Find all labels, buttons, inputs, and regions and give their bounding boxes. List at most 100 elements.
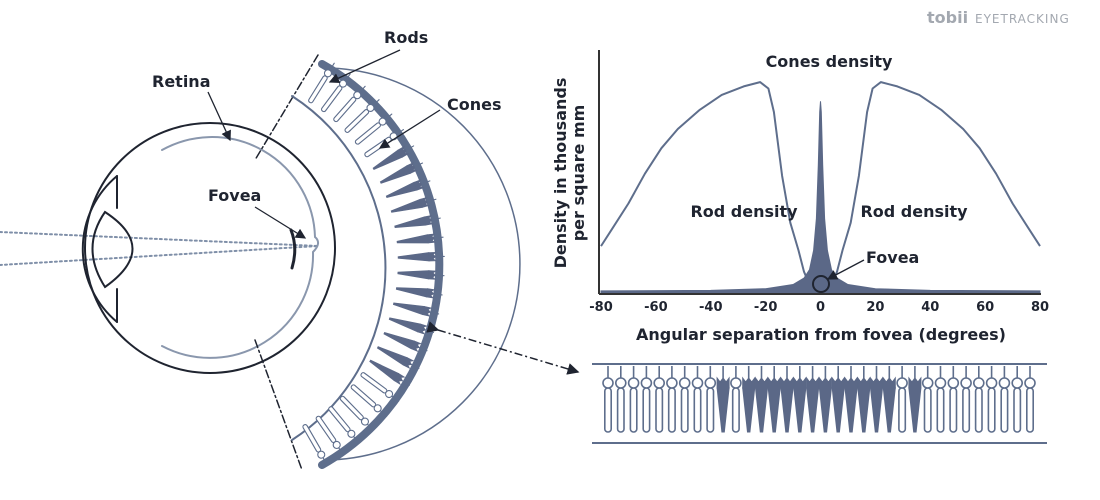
x-tick-label: -20 [754, 300, 778, 315]
connector-arrow [426, 321, 580, 375]
rod-cell [360, 372, 400, 402]
cone-cell [376, 346, 420, 370]
cone-cell [818, 366, 832, 433]
cone-cell [716, 366, 730, 433]
fovea-bracket [289, 228, 297, 270]
x-tick-label: 20 [866, 300, 884, 315]
cone-density-area [600, 101, 1041, 294]
rod-density-left-label: Rod density [690, 202, 798, 221]
cone-cell [369, 359, 411, 386]
rod-cell [921, 366, 934, 433]
x-tick-label: -60 [644, 300, 668, 315]
x-tick-label: -40 [699, 300, 723, 315]
cone-cell [397, 270, 445, 280]
x-tick-label: 80 [1031, 300, 1049, 315]
rod-cell [640, 366, 653, 433]
cornea [81, 175, 118, 323]
rods-pointer [328, 49, 401, 83]
cone-cell [754, 366, 769, 433]
light-ray-lower [0, 245, 319, 266]
eye-annotations: Rods Retina Cones Fovea [152, 28, 502, 239]
rod-cell [339, 395, 374, 431]
cone-cell [793, 366, 807, 433]
chart-title: Cones density [766, 52, 893, 71]
rod-cell [302, 424, 328, 466]
rod-cell [333, 85, 366, 123]
rod-cell [998, 366, 1011, 433]
cone-cell [385, 179, 431, 199]
rods-label: Rods [384, 28, 428, 47]
logo-mark: tobii [927, 8, 968, 27]
brand-logo: tobii EYETRACKING [927, 8, 1069, 27]
rod-cell [691, 366, 704, 433]
density-chart: -80 -60 -40 -20 0 20 40 60 80 Cones density Rod … [551, 50, 1049, 344]
cone-cell [767, 366, 781, 433]
strip-receptor-row [602, 366, 1036, 433]
rod-cell [627, 366, 640, 433]
eye-diagram [0, 54, 521, 471]
cone-cell [831, 366, 845, 433]
fovea-marker-circle [812, 275, 830, 293]
rod-cell [972, 366, 985, 433]
cone-cell [806, 366, 820, 433]
cone-cell [742, 366, 756, 433]
receptor-band-mid [291, 95, 387, 441]
rod-cell [1024, 366, 1036, 433]
x-tick-label: 40 [921, 300, 939, 315]
cone-cell [390, 196, 437, 213]
receptor-band-inner [323, 67, 521, 461]
rod-cell [354, 113, 393, 145]
fovea-label-chart: Fovea [866, 248, 919, 267]
cone-cell [372, 145, 415, 171]
cone-cell [395, 287, 443, 299]
x-tick-label: -80 [589, 300, 613, 315]
eyeball [84, 122, 336, 374]
cone-cell [394, 215, 441, 228]
guide-line-bottom [254, 339, 303, 471]
y-axis-title-line2: per square mm [569, 105, 588, 242]
cone-cell [869, 366, 884, 433]
rod-cell [328, 406, 360, 444]
x-tick-label: 0 [816, 300, 825, 315]
cones-pointer [378, 109, 441, 149]
cone-cell [383, 332, 428, 353]
cone-cell [844, 366, 858, 433]
y-axis-title-line1: Density in thousands [551, 78, 570, 269]
rod-cell [344, 99, 380, 133]
rod-cell [934, 366, 947, 433]
cone-cell [857, 366, 871, 433]
rod-cell [315, 415, 345, 456]
receptor-band-outer [318, 60, 444, 469]
rod-cell [1011, 366, 1024, 433]
retina-layer [161, 136, 319, 359]
arc-photoreceptors [302, 62, 445, 466]
rod-cell [678, 366, 691, 433]
fovea-pointer-eye [254, 206, 307, 239]
cone-cell [397, 252, 445, 262]
cone-cell [396, 233, 444, 244]
fovea-pointer-chart [826, 259, 865, 280]
cone-cell [780, 366, 794, 433]
y-axis-title: Density in thousands per square mm [551, 78, 588, 269]
rod-density-right-label: Rod density [860, 202, 968, 221]
rod-cell [350, 384, 388, 417]
cone-cell [882, 366, 896, 433]
cone-cell [379, 162, 424, 184]
cone-cell [392, 302, 440, 317]
chart-series-layer [600, 81, 1041, 294]
rod-cell [896, 366, 908, 433]
retina-label: Retina [152, 72, 211, 91]
photoreceptor-strip [592, 363, 1047, 444]
rod-cell [704, 366, 717, 433]
rod-cell [947, 366, 960, 433]
rod-cell [614, 366, 627, 433]
x-axis-title: Angular separation from fovea (degrees) [636, 325, 1006, 344]
rod-cell [985, 366, 998, 433]
light-ray-upper [0, 231, 319, 247]
lens [91, 210, 134, 289]
rod-cell [730, 366, 742, 433]
retina-pointer [207, 91, 231, 142]
rod-cell [960, 366, 972, 433]
x-tick-labels: -80 -60 -40 -20 0 20 40 60 80 [589, 300, 1049, 315]
